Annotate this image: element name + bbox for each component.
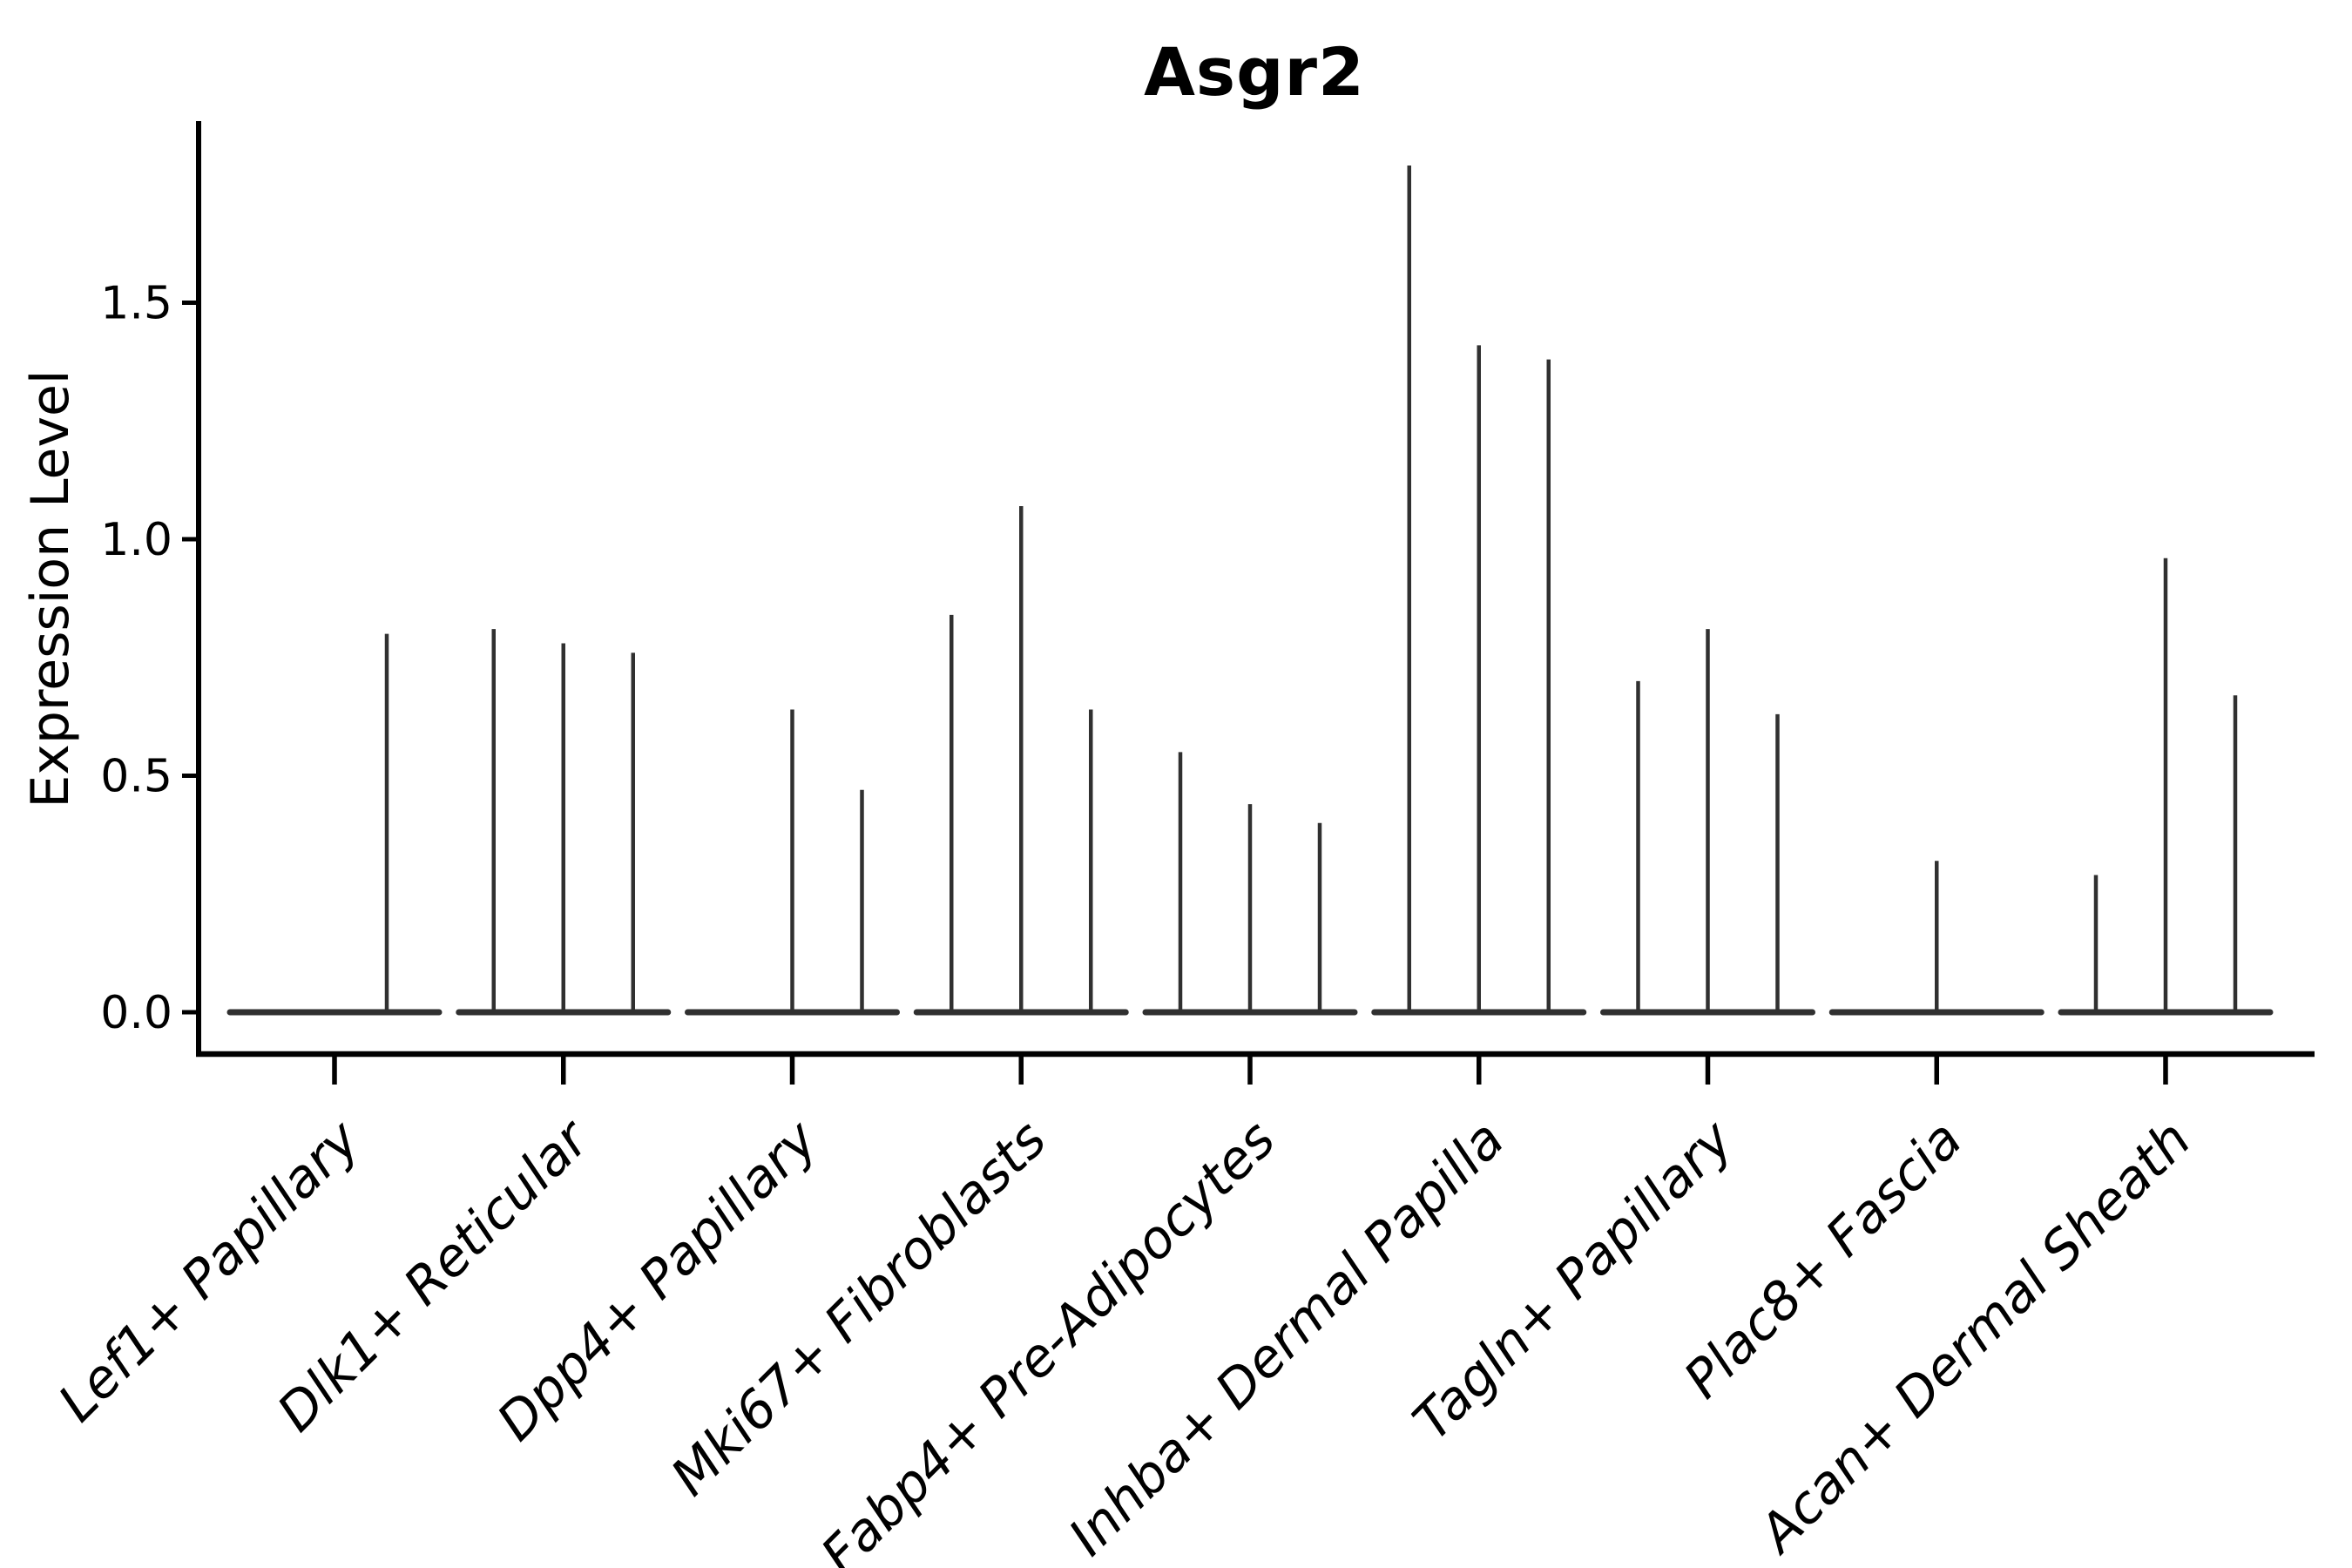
y-tick-label: 1.0: [100, 514, 172, 566]
x-tick-label: Fabp4+ Pre-Adipocytes: [809, 1109, 1287, 1568]
x-tick-label: Inhba+ Dermal Papilla: [1058, 1109, 1516, 1567]
x-tick-label: Mki67+ Fibroblasts: [659, 1109, 1058, 1508]
x-tick-label: Acan+ Dermal Sheath: [1746, 1109, 2203, 1566]
y-tick-label: 0.5: [100, 751, 172, 803]
chart-title: Asgr2: [1144, 33, 1365, 111]
y-tick-label: 1.5: [100, 278, 172, 330]
y-tick-label: 0.0: [100, 987, 172, 1039]
